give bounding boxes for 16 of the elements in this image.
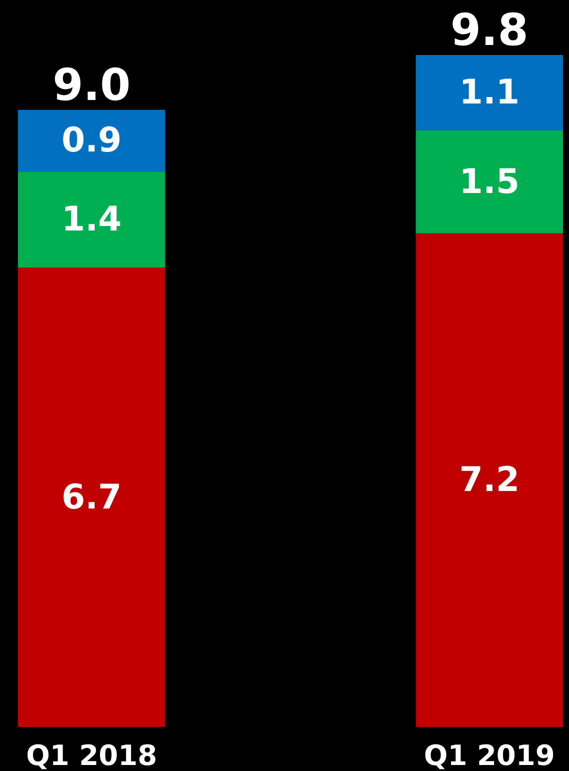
bar xyxy=(18,172,166,268)
bar xyxy=(416,55,563,130)
x-tick-label: Q1 2019 xyxy=(424,739,555,771)
data-label: 1.5 xyxy=(459,162,520,202)
total-label: 9.0 xyxy=(52,60,131,111)
data-label: 1.4 xyxy=(61,200,122,240)
data-label: 6.7 xyxy=(61,477,122,518)
total-label: 9.8 xyxy=(450,5,528,56)
data-label: 0.9 xyxy=(61,120,122,161)
data-label: 1.1 xyxy=(459,72,520,113)
bar xyxy=(416,130,563,234)
bar xyxy=(416,233,563,727)
bar xyxy=(18,268,166,727)
x-tick-label: Q1 2018 xyxy=(26,739,158,771)
bar xyxy=(18,110,166,172)
data-label: 7.2 xyxy=(459,460,520,500)
